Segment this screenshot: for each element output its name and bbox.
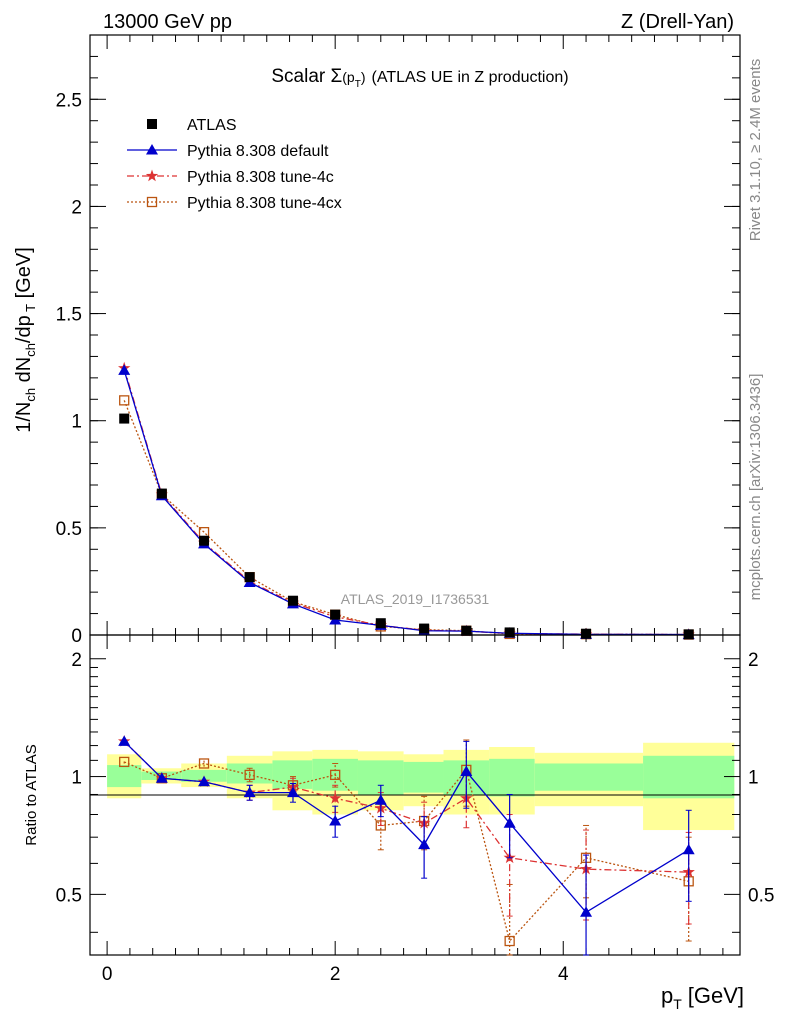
ratio-point-pythia-8-308-tune-4cx <box>244 769 255 781</box>
legend-label: Pythia 8.308 tune-4c <box>187 169 334 186</box>
ratio-point-pythia-8-308-default <box>243 786 256 798</box>
title-arg-sub: T <box>355 79 361 90</box>
ratio-point-pythia-8-308-default <box>682 843 695 855</box>
x-tick-label: 2 <box>330 964 341 985</box>
point-atlas <box>287 595 298 606</box>
legend-entry: Pythia 8.308 tune-4cx <box>127 195 342 212</box>
point-atlas <box>244 572 255 583</box>
ratio-point-pythia-8-308-default <box>198 775 211 787</box>
band-green <box>643 755 735 799</box>
ratio-point-pythia-8-308-tune-4cx <box>504 935 515 947</box>
ratio-point-pythia-8-308-default <box>286 786 299 798</box>
point-atlas <box>156 488 167 499</box>
y-axis-label-bottom: Ratio to ATLAS <box>23 744 40 845</box>
point-pythia-8-308-tune-4cx <box>119 395 130 406</box>
ratio-tick-label-right: 2 <box>748 650 759 671</box>
y-tick-label: 2 <box>71 197 82 218</box>
band-green <box>489 758 535 797</box>
legend-label: Pythia 8.308 default <box>187 143 329 160</box>
chart-title: Scalar Σ(pT) (ATLAS UE in Z production) <box>271 66 568 90</box>
point-atlas <box>419 623 430 634</box>
legend-entry: ATLAS <box>147 117 237 134</box>
legend-label: ATLAS <box>187 117 237 134</box>
band-green <box>534 763 644 791</box>
ratio-point-pythia-8-308-default <box>503 817 516 828</box>
header-right: Z (Drell-Yan) <box>621 11 734 33</box>
legend-marker <box>146 144 158 155</box>
ratio-point-pythia-8-308-default <box>118 735 131 746</box>
ratio-point-pythia-8-308-default <box>460 765 473 777</box>
x-axis-label: pT [GeV] <box>661 983 744 1012</box>
point-atlas <box>375 618 386 629</box>
mcplots-label: mcplots.cern.ch [arXiv:1306.3436] <box>747 374 764 601</box>
y-tick-label: 0.5 <box>56 519 82 540</box>
title-arg: (p <box>342 69 355 85</box>
ratio-tick-label-right: 0.5 <box>748 885 774 906</box>
rivet-label: Rivet 3.1.10, ≥ 2.4M events <box>747 59 764 242</box>
point-pythia-8-308-default <box>118 364 131 375</box>
ratio-point-pythia-8-308-default <box>329 814 342 826</box>
ratio-point-pythia-8-308-tune-4cx <box>198 758 210 769</box>
point-atlas <box>119 413 130 424</box>
title-arg-close: ) <box>361 69 366 85</box>
legend-entry: Pythia 8.308 tune-4c <box>127 169 334 186</box>
legend-marker <box>147 119 157 129</box>
y-tick-label: 2.5 <box>56 90 82 111</box>
legend-entry: Pythia 8.308 default <box>127 143 329 160</box>
ratio-tick-label: 0.5 <box>56 885 82 906</box>
ratio-point-pythia-8-308-default <box>155 772 168 783</box>
y-tick-label: 1.5 <box>56 305 82 326</box>
ratio-point-pythia-8-308-default <box>580 906 593 917</box>
legend-marker <box>146 196 158 208</box>
ratio-point-pythia-8-308-default <box>374 794 387 805</box>
title-prefix: Scalar Σ <box>271 66 342 87</box>
y-tick-label: 1 <box>71 412 82 433</box>
lower-panel: 0.5 0.5 1 1 2 2 0 2 4 <box>56 634 774 985</box>
legend-label: Pythia 8.308 tune-4cx <box>187 195 342 212</box>
ratio-point-pythia-8-308-tune-4cx <box>330 769 341 781</box>
legend-marker <box>145 169 159 182</box>
ratio-point-pythia-8-308-tune-4cx <box>119 756 130 768</box>
point-atlas <box>330 609 341 620</box>
y-tick-label: 0 <box>71 626 82 647</box>
ratio-tick-label: 2 <box>71 650 82 671</box>
ratio-point-pythia-8-308-default <box>418 838 431 850</box>
band-green <box>403 761 444 793</box>
legend: ATLAS Pythia 8.308 default Pythia 8.308 tu… <box>127 117 342 212</box>
point-atlas <box>461 625 472 636</box>
upper-panel: 0 0.5 1 1.5 2 2.5 ATLAS_2019_I1736531 Scalar … <box>56 34 741 647</box>
title-suffix: (ATLAS UE in Z production) <box>372 69 569 86</box>
ratio-tick-label-right: 1 <box>748 768 759 789</box>
ratio-point-pythia-8-308-tune-4c <box>329 791 342 804</box>
x-tick-label: 0 <box>102 964 113 985</box>
watermark: ATLAS_2019_I1736531 <box>341 591 490 607</box>
ratio-tick-label: 1 <box>71 768 82 789</box>
point-atlas <box>504 627 515 638</box>
line-pythia-8-308-default <box>123 370 689 636</box>
y-axis-label-top: 1/Nch dNch/dp T [GeV] <box>13 247 38 433</box>
band-green <box>107 765 142 788</box>
point-atlas <box>199 535 210 546</box>
point-atlas <box>683 629 694 640</box>
ratio-line-pythia-8-308-default <box>123 740 690 914</box>
point-atlas <box>581 628 592 639</box>
x-tick-label: 4 <box>558 964 569 985</box>
header-left: 13000 GeV pp <box>103 11 232 33</box>
